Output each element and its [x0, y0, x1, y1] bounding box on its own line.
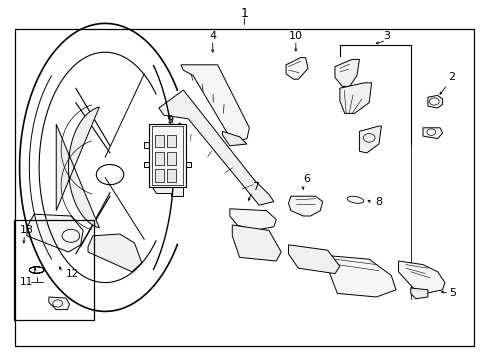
Bar	[167, 169, 176, 182]
Text: 1: 1	[240, 7, 248, 20]
Bar	[167, 152, 176, 165]
Polygon shape	[398, 261, 444, 293]
Polygon shape	[185, 162, 190, 167]
Polygon shape	[181, 65, 249, 142]
Polygon shape	[159, 90, 273, 205]
Bar	[155, 152, 163, 165]
Text: 12: 12	[65, 269, 79, 279]
Text: 7: 7	[251, 182, 258, 192]
Polygon shape	[151, 187, 183, 196]
Text: 9: 9	[166, 114, 173, 125]
Polygon shape	[285, 58, 307, 79]
Ellipse shape	[346, 196, 363, 203]
Polygon shape	[222, 131, 246, 146]
Polygon shape	[56, 107, 99, 228]
Bar	[155, 135, 163, 147]
Polygon shape	[427, 95, 442, 108]
Text: 4: 4	[209, 31, 216, 41]
Bar	[14, 220, 94, 320]
Polygon shape	[144, 142, 149, 148]
Bar	[151, 126, 183, 185]
Polygon shape	[288, 196, 322, 216]
Text: 3: 3	[382, 31, 389, 41]
Polygon shape	[410, 288, 427, 299]
Text: 10: 10	[288, 31, 302, 41]
Polygon shape	[229, 209, 276, 230]
Text: 13: 13	[20, 225, 34, 235]
Polygon shape	[27, 214, 83, 252]
Text: 11: 11	[20, 276, 34, 287]
Polygon shape	[327, 256, 395, 297]
Text: 6: 6	[303, 174, 310, 184]
Polygon shape	[288, 245, 339, 274]
Text: 2: 2	[447, 72, 454, 82]
Polygon shape	[339, 83, 371, 113]
Bar	[155, 169, 163, 182]
Polygon shape	[359, 126, 381, 153]
Bar	[149, 124, 185, 187]
Bar	[167, 135, 176, 147]
Polygon shape	[49, 297, 69, 310]
Polygon shape	[232, 225, 281, 261]
Text: 5: 5	[448, 288, 455, 298]
Polygon shape	[144, 162, 149, 167]
Polygon shape	[88, 234, 142, 272]
Polygon shape	[334, 59, 359, 86]
Text: 8: 8	[375, 197, 382, 207]
Polygon shape	[422, 128, 442, 139]
Bar	[15, 29, 473, 346]
